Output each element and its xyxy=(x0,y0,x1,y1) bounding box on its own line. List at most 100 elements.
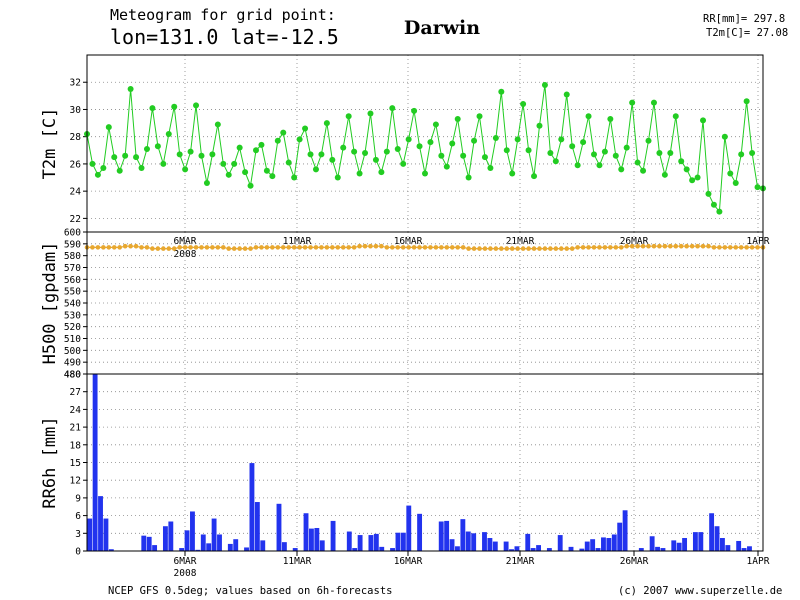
rr-panel: 0 3 6 9 12 15 18 21 24 27 480 RR6h [mm] 6MAR 11MAR 16M… xyxy=(40,370,770,580)
y-axis-label: T2m [C] xyxy=(40,108,60,180)
data-point xyxy=(585,113,592,120)
data-point xyxy=(133,243,139,249)
date-tick-label-top: 6MAR xyxy=(174,236,197,247)
data-point xyxy=(274,137,281,144)
data-point xyxy=(106,245,112,250)
data-point xyxy=(612,152,619,159)
data-point xyxy=(689,177,696,184)
rain-bar xyxy=(557,535,563,551)
data-point xyxy=(127,86,134,93)
data-point xyxy=(89,160,96,167)
rain-bar xyxy=(660,548,666,551)
rain-bar xyxy=(482,532,487,551)
data-point xyxy=(253,147,259,154)
rain-bar xyxy=(514,546,520,551)
data-point xyxy=(575,245,580,250)
data-point xyxy=(640,167,647,174)
data-point xyxy=(285,159,292,166)
data-point xyxy=(160,160,167,167)
y-tick-label: 6 xyxy=(75,511,81,522)
data-point xyxy=(280,129,287,136)
data-point xyxy=(548,246,553,251)
data-point xyxy=(591,245,597,250)
data-point xyxy=(351,148,358,155)
date-tick-label: 21MAR xyxy=(506,556,535,567)
data-point xyxy=(569,143,576,150)
rain-bar xyxy=(162,526,168,551)
rain-bar xyxy=(303,513,309,551)
data-point xyxy=(373,243,379,249)
rain-bar xyxy=(617,522,623,551)
location-name: Darwin xyxy=(404,17,480,39)
rain-bar xyxy=(200,534,206,551)
rain-bar xyxy=(190,511,195,551)
data-point xyxy=(405,136,412,143)
data-point xyxy=(466,246,471,251)
data-point xyxy=(618,166,625,173)
rain-bar xyxy=(319,540,325,551)
data-point xyxy=(400,160,407,167)
y-tick-label: 570 xyxy=(64,263,81,274)
y-tick-label: 480 xyxy=(64,370,81,381)
y-tick-label: 24 xyxy=(70,405,82,416)
data-point xyxy=(449,140,456,147)
data-point xyxy=(613,245,619,250)
rain-bar xyxy=(709,513,715,551)
y-tick-label: 26 xyxy=(70,159,82,170)
rain-bar xyxy=(206,543,212,551)
data-point xyxy=(297,245,302,250)
data-point xyxy=(389,245,395,250)
data-point xyxy=(749,150,756,157)
data-point xyxy=(143,145,150,152)
data-point xyxy=(329,156,336,163)
rain-bar xyxy=(692,532,698,551)
data-point xyxy=(199,245,204,250)
date-tick-label: 26MAR xyxy=(620,556,649,567)
y-tick-label: 490 xyxy=(64,358,81,369)
y-axis-label: H500 [gpdam] xyxy=(40,242,60,365)
data-point xyxy=(608,245,613,250)
data-point xyxy=(105,124,112,131)
data-point xyxy=(182,245,188,250)
data-point xyxy=(755,245,760,250)
data-point xyxy=(259,245,264,250)
data-point xyxy=(754,184,761,191)
rain-bar xyxy=(152,545,158,551)
data-point xyxy=(520,101,527,108)
y-tick-label: 540 xyxy=(64,299,81,310)
rain-bar xyxy=(736,540,742,551)
data-point xyxy=(214,121,221,128)
rain-bar xyxy=(390,548,395,551)
data-point xyxy=(732,179,739,186)
data-point xyxy=(439,245,444,250)
data-point xyxy=(176,151,183,158)
data-point xyxy=(400,245,406,250)
footer-source: NCEP GFS 0.5deg; values based on 6h-fore… xyxy=(108,585,392,597)
data-point xyxy=(460,245,466,250)
data-point xyxy=(683,166,690,173)
data-point xyxy=(270,245,275,250)
data-point xyxy=(90,245,95,250)
data-point xyxy=(177,245,182,250)
data-point xyxy=(700,243,706,249)
data-point xyxy=(574,162,581,169)
data-point xyxy=(319,245,324,250)
rain-bar xyxy=(406,505,412,551)
data-point xyxy=(161,246,166,251)
data-point xyxy=(541,81,548,88)
y-tick-label: 550 xyxy=(64,287,81,298)
data-point xyxy=(253,245,259,250)
data-point xyxy=(345,113,352,120)
data-point xyxy=(362,243,368,249)
data-point xyxy=(597,245,602,250)
data-point xyxy=(657,243,662,249)
rain-bar xyxy=(314,527,320,551)
date-tick-label-top: 26MAR xyxy=(620,236,649,247)
data-point xyxy=(602,245,608,250)
data-point xyxy=(340,144,347,151)
data-point xyxy=(182,166,189,173)
data-point xyxy=(433,245,439,250)
rain-bar xyxy=(308,528,314,551)
data-point xyxy=(242,246,248,251)
